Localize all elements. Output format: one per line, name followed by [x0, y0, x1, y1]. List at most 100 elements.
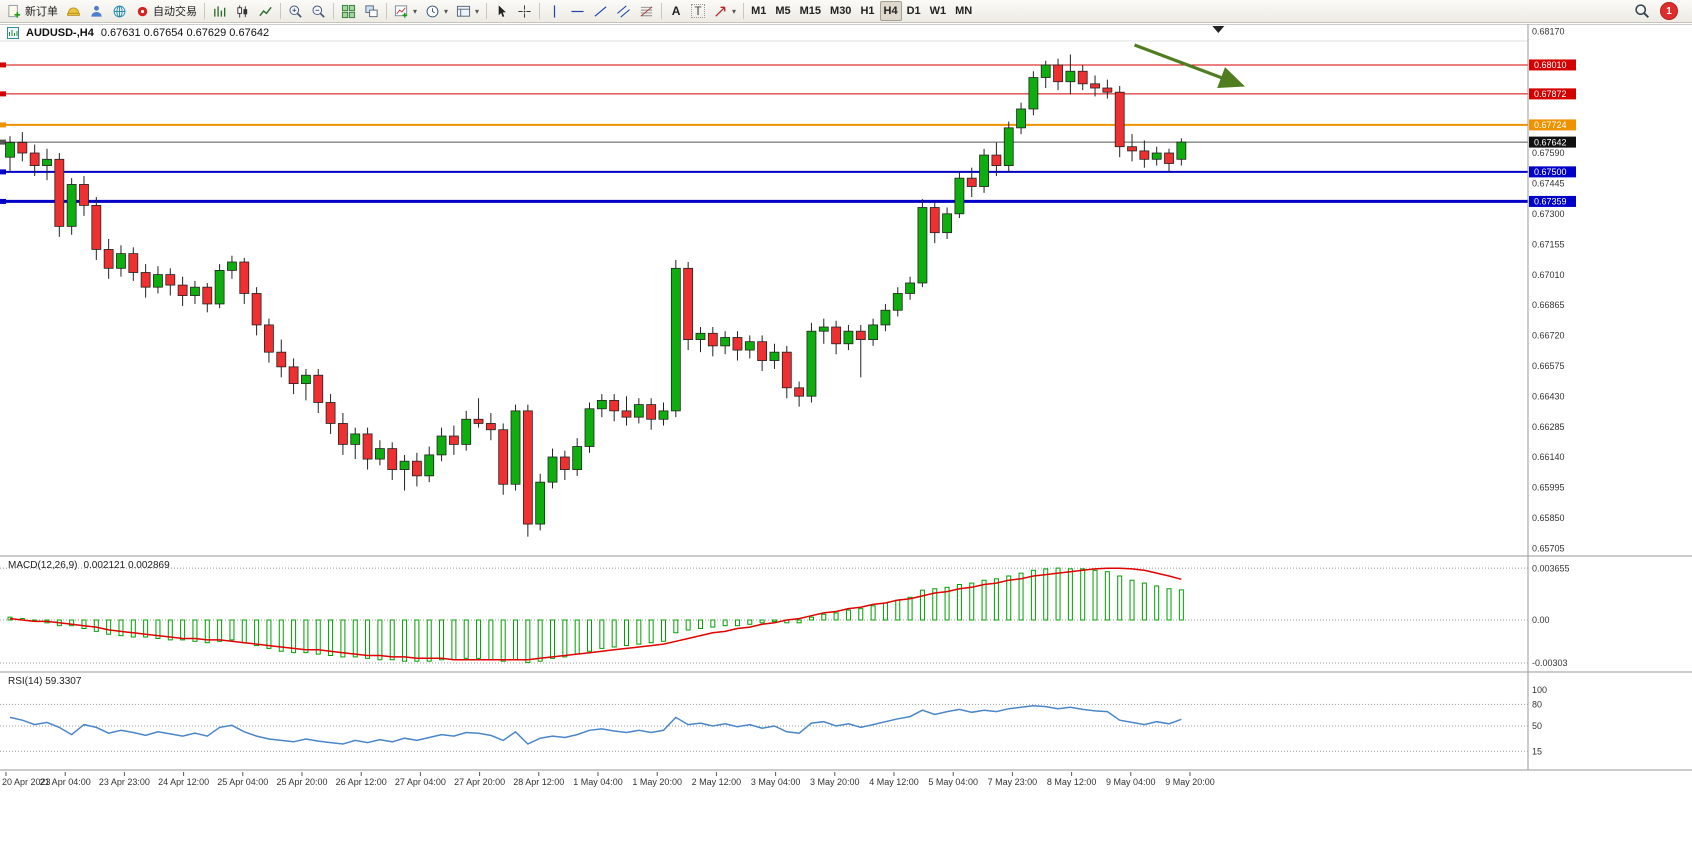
- timeframe-h1-button[interactable]: H1: [856, 1, 878, 21]
- macd-bar: [796, 619, 802, 624]
- templates-button[interactable]: [452, 1, 483, 21]
- price-axis-label: 0.66720: [1532, 331, 1565, 341]
- toolbar-separator: [539, 3, 541, 19]
- ohlc-quote: 0.67631 0.67654 0.67629 0.67642: [100, 27, 270, 39]
- macd-bar: [254, 619, 260, 647]
- line-chart-button[interactable]: [254, 1, 277, 21]
- price-axis-label: 0.68170: [1532, 27, 1565, 37]
- trendline-button[interactable]: [589, 1, 612, 21]
- crosshair-button[interactable]: [513, 1, 536, 21]
- macd-bar: [870, 605, 876, 621]
- rsi-axis-label: 80: [1532, 700, 1542, 710]
- price-axis-label: 0.67010: [1532, 270, 1565, 280]
- arrows-tool-button[interactable]: [709, 1, 740, 21]
- time-axis-label: 2 May 12:00: [692, 777, 742, 787]
- metaeditor-button[interactable]: [62, 1, 85, 21]
- profile-button[interactable]: [85, 1, 108, 21]
- candle-up: [510, 404, 521, 491]
- timeframe-h4-button[interactable]: H4: [879, 1, 902, 21]
- horizontal-line-icon: [571, 10, 584, 12]
- label-tool-button[interactable]: T: [687, 1, 709, 21]
- timeframe-m30-button[interactable]: M30: [826, 1, 855, 21]
- time-axis-label: 27 Apr 04:00: [395, 777, 446, 787]
- timeframe-mn-button[interactable]: MN: [951, 1, 976, 21]
- macd-bar: [833, 612, 839, 621]
- fibonacci-button[interactable]: [635, 1, 658, 21]
- timeframe-w1-button[interactable]: W1: [926, 1, 951, 21]
- candle-down: [498, 423, 509, 495]
- candle-down: [1127, 134, 1137, 162]
- candle-down: [929, 201, 940, 244]
- auto-trading-button[interactable]: 自动交易: [131, 1, 201, 21]
- periods-button[interactable]: [421, 1, 452, 21]
- macd-bar: [845, 609, 851, 621]
- price-axis-label: 0.66575: [1532, 361, 1565, 371]
- notification-badge[interactable]: 1: [1660, 2, 1678, 20]
- tile-windows-button[interactable]: [337, 1, 360, 21]
- candle-down: [202, 282, 213, 313]
- timeframe-m5-button[interactable]: M5: [771, 1, 794, 21]
- community-button[interactable]: [108, 1, 131, 21]
- candle-up: [596, 394, 607, 418]
- periods-clock-icon: [426, 5, 439, 17]
- price-level-label: 0.68010: [1534, 60, 1567, 70]
- price-axis-label: 0.67155: [1532, 239, 1565, 249]
- candle-up: [436, 427, 447, 462]
- time-axis-label: 9 May 04:00: [1106, 777, 1156, 787]
- macd-bar: [821, 613, 827, 621]
- macd-bar: [130, 619, 136, 638]
- macd-bar: [697, 619, 703, 630]
- text-tool-button[interactable]: A: [665, 1, 687, 21]
- globe-icon: [113, 5, 126, 17]
- time-axis-label: 20 Apr 2023: [2, 777, 51, 787]
- search-button[interactable]: [1630, 1, 1654, 21]
- time-axis-label: 3 May 04:00: [751, 777, 801, 787]
- candle-up: [843, 324, 854, 351]
- timeframe-m1-button[interactable]: M1: [747, 1, 770, 21]
- time-axis-label: 9 May 20:00: [1165, 777, 1215, 787]
- macd-bar: [451, 619, 457, 661]
- toolbar-separator: [743, 3, 745, 19]
- macd-bar: [537, 619, 543, 662]
- timeframe-m15-button[interactable]: M15: [796, 1, 825, 21]
- candle-down: [1139, 140, 1150, 168]
- zoom-in-button[interactable]: [284, 1, 307, 21]
- macd-bar: [587, 619, 593, 652]
- cascade-windows-button[interactable]: [360, 1, 383, 21]
- candle-up: [1016, 102, 1026, 135]
- candle-down: [264, 318, 274, 363]
- channel-button[interactable]: [612, 1, 635, 21]
- cursor-button[interactable]: [490, 1, 513, 21]
- annotation-arrow[interactable]: [1133, 43, 1246, 89]
- macd-bar: [463, 619, 469, 659]
- macd-bar: [771, 619, 777, 622]
- macd-bar: [229, 619, 235, 641]
- candle-up: [695, 327, 706, 353]
- macd-bar: [1018, 572, 1024, 621]
- chart-area[interactable]: 0.681700.680100.678720.677240.676420.675…: [0, 24, 1692, 792]
- vertical-line-icon: [553, 4, 556, 18]
- indicators-button[interactable]: [390, 1, 421, 21]
- price-axis[interactable]: 0.681700.680100.678720.677240.676420.675…: [1529, 27, 1576, 554]
- horizontal-line-button[interactable]: [566, 1, 589, 21]
- candle-down: [485, 412, 496, 441]
- candlestick-chart-button[interactable]: [231, 1, 254, 21]
- macd-axis-label: 0.003655: [1532, 563, 1570, 573]
- bar-chart-button[interactable]: [208, 1, 231, 21]
- chart-shift-marker[interactable]: [1212, 26, 1225, 33]
- macd-bar: [241, 619, 247, 644]
- macd-bar: [143, 619, 149, 638]
- macd-bar: [81, 619, 87, 630]
- macd-bar: [624, 619, 629, 647]
- macd-axis-label: -0.00303: [1532, 658, 1568, 668]
- zoom-out-button[interactable]: [307, 1, 330, 21]
- vertical-line-button[interactable]: [543, 1, 566, 21]
- new-order-button[interactable]: 新订单: [3, 1, 62, 21]
- macd-bar: [734, 619, 740, 627]
- timeframe-d1-button[interactable]: D1: [903, 1, 925, 21]
- time-axis-label: 26 Apr 12:00: [336, 777, 387, 787]
- fibonacci-icon: [640, 5, 653, 17]
- level-left-marker: [0, 62, 6, 68]
- candle-up: [720, 331, 731, 355]
